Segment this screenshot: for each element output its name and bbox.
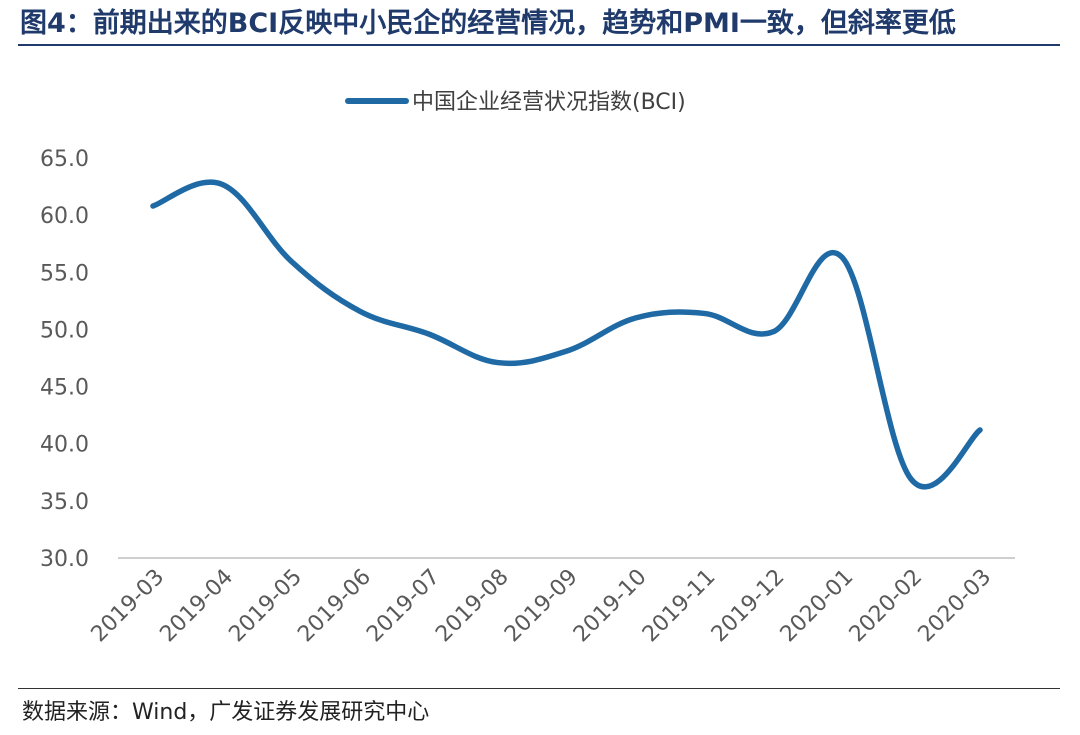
source-note: 数据来源：Wind，广发证券发展研究中心 <box>22 700 430 725</box>
legend: 中国企业经营状况指数(BCI) <box>345 90 686 115</box>
y-tick-label: 30.0 <box>40 547 89 572</box>
x-tick-label: 2019-08 <box>431 565 514 648</box>
bci-line-chart: 中国企业经营状况指数(BCI) 30.0 35.0 40.0 45.0 50.0 55.0… <box>40 90 1015 648</box>
x-tick-label: 2020-02 <box>845 565 928 648</box>
x-axis-ticks: 2019-032019-042019-052019-062019-072019-… <box>87 565 997 648</box>
y-tick-label: 50.0 <box>40 318 89 343</box>
figure-title: 图4：前期出来的BCI反映中小民企的经营情况，趋势和PMI一致，但斜率更低 <box>20 8 956 39</box>
y-tick-label: 65.0 <box>40 147 89 172</box>
x-tick-label: 2019-12 <box>707 565 790 648</box>
y-tick-label: 35.0 <box>40 490 89 515</box>
x-tick-label: 2020-01 <box>776 565 859 648</box>
x-tick-label: 2019-07 <box>362 565 445 648</box>
x-tick-label: 2019-09 <box>500 565 583 648</box>
x-tick-label: 2019-11 <box>638 565 721 648</box>
x-tick-label: 2019-06 <box>293 565 376 648</box>
legend-label: 中国企业经营状况指数(BCI) <box>412 90 686 115</box>
y-tick-label: 55.0 <box>40 261 89 286</box>
x-tick-label: 2019-04 <box>155 565 238 648</box>
x-tick-label: 2019-10 <box>569 565 652 648</box>
y-tick-label: 45.0 <box>40 376 89 401</box>
y-axis-ticks: 30.0 35.0 40.0 45.0 50.0 55.0 60.0 65.0 <box>40 147 89 572</box>
x-tick-label: 2019-03 <box>87 565 170 648</box>
data-points <box>151 182 983 482</box>
x-tick-label: 2019-05 <box>224 565 307 648</box>
title-divider <box>18 44 1060 46</box>
bci-series-line <box>150 179 983 490</box>
y-tick-label: 40.0 <box>40 433 89 458</box>
source-divider <box>18 688 1060 689</box>
x-tick-label: 2020-03 <box>914 565 997 648</box>
y-tick-label: 60.0 <box>40 204 89 229</box>
